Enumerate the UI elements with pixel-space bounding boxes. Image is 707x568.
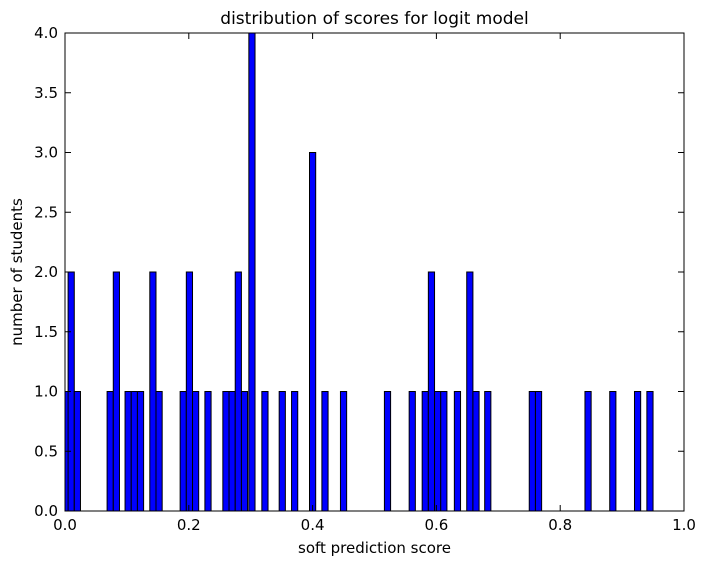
x-tick-label: 0.4 <box>301 516 325 534</box>
bar <box>261 391 269 512</box>
bar <box>434 391 442 512</box>
bar <box>130 391 138 512</box>
bar <box>136 391 145 512</box>
bar <box>472 391 480 512</box>
bar <box>155 391 163 512</box>
chart-title: distribution of scores for logit model <box>220 9 528 29</box>
y-tick-label: 1.5 <box>34 323 58 341</box>
bar <box>112 271 120 512</box>
x-tick-label: 0.2 <box>177 516 201 534</box>
bar <box>484 391 492 512</box>
bar <box>321 391 329 512</box>
plot-area <box>65 33 684 511</box>
bar <box>192 391 200 512</box>
bar <box>278 391 286 512</box>
bar <box>149 271 157 512</box>
bar <box>453 391 462 512</box>
y-tick-label: 2.0 <box>34 263 58 281</box>
bar <box>339 391 348 512</box>
bar <box>240 391 249 512</box>
bar <box>291 391 299 512</box>
bar <box>633 391 642 512</box>
bar <box>309 152 317 512</box>
bar <box>179 391 187 512</box>
y-tick-label: 0.5 <box>34 442 58 460</box>
y-tick-label: 3.0 <box>34 144 58 162</box>
y-axis-label: number of students <box>8 198 26 346</box>
bar <box>584 391 592 512</box>
x-tick-label: 1.0 <box>672 516 696 534</box>
y-tick-label: 4.0 <box>34 24 58 42</box>
bar <box>609 391 617 512</box>
bar <box>383 391 392 512</box>
plot-frame <box>64 32 685 512</box>
bar <box>427 271 436 512</box>
bar <box>73 391 81 512</box>
bar <box>248 32 256 512</box>
y-tick-label: 1.0 <box>34 383 58 401</box>
x-tick-label: 0.0 <box>53 516 77 534</box>
bar <box>228 391 236 512</box>
bar <box>234 271 242 512</box>
x-tick-label: 0.8 <box>548 516 572 534</box>
bar <box>534 391 543 512</box>
bar <box>466 271 474 512</box>
x-tick-label: 0.6 <box>424 516 448 534</box>
bar <box>222 391 230 512</box>
y-tick-label: 3.5 <box>34 84 58 102</box>
y-tick-label: 2.5 <box>34 203 58 221</box>
bar <box>528 391 536 512</box>
bar <box>124 391 132 512</box>
bar <box>646 391 654 512</box>
bar <box>440 391 448 512</box>
bar <box>408 391 416 512</box>
bar <box>204 391 212 512</box>
x-axis-label: soft prediction score <box>298 539 451 557</box>
bar <box>421 391 429 512</box>
bar <box>185 271 194 512</box>
y-tick-label: 0.0 <box>34 502 58 520</box>
bar <box>106 391 114 512</box>
